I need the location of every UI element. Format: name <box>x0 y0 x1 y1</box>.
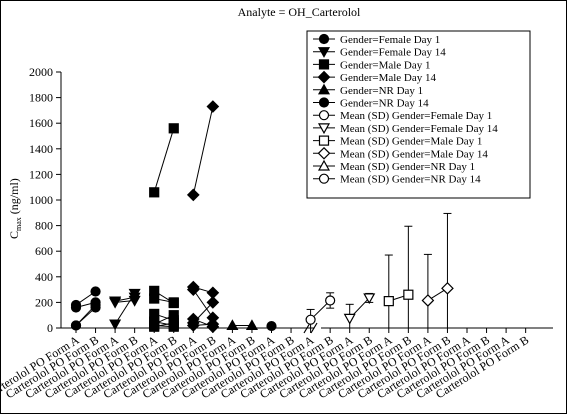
y-tick-label: 400 <box>35 270 53 284</box>
mean-point <box>325 295 336 306</box>
legend-label: Mean (SD) Gender=Male Day 1 <box>340 136 482 148</box>
data-point <box>149 319 160 330</box>
data-point <box>168 297 179 308</box>
mean-point <box>305 314 316 325</box>
y-tick-label: 0 <box>47 321 53 335</box>
y-tick-label: 1000 <box>29 193 53 207</box>
data-point <box>168 123 179 134</box>
legend-marker <box>317 83 331 95</box>
mean-point <box>421 294 435 307</box>
data-point <box>226 319 239 331</box>
legend-label: Gender=NR Day 14 <box>340 98 429 110</box>
chart-title: Analyte = OH_Carterolol <box>238 5 361 19</box>
y-tick-label: 1600 <box>29 116 53 130</box>
legend-label: Mean (SD) Gender=NR Day 14 <box>340 174 481 186</box>
data-point <box>70 299 82 311</box>
data-point <box>245 319 258 331</box>
mean-point <box>363 293 376 305</box>
data-point <box>109 319 122 331</box>
y-tick-label: 1400 <box>29 142 53 156</box>
data-point <box>186 283 200 296</box>
subject-line <box>153 128 175 193</box>
data-point <box>206 320 220 334</box>
legend-marker <box>318 33 330 45</box>
legend-label: Mean (SD) Gender=Female Day 14 <box>340 123 498 135</box>
y-tick-label: 2000 <box>29 65 53 79</box>
data-point <box>266 320 277 332</box>
y-ticks: 0 200 400 600 800 1000 1200 1400 1600 1800 2000 <box>29 65 61 335</box>
data-point <box>70 320 82 331</box>
data-point <box>206 100 220 113</box>
data-point <box>186 319 200 332</box>
data-point <box>128 292 141 304</box>
legend-marker <box>318 97 330 108</box>
y-tick-label: 1200 <box>29 167 53 181</box>
legend-label: Gender=Female Day 1 <box>340 34 440 46</box>
mean-lines <box>305 212 454 329</box>
mean-point <box>383 296 394 307</box>
legend-marker <box>317 47 331 58</box>
subject-line <box>192 289 214 319</box>
data-point <box>90 299 101 311</box>
legend-label: Mean (SD) Gender=Male Day 14 <box>340 148 488 160</box>
data-point <box>168 310 179 321</box>
data-point <box>149 187 160 198</box>
legend-box <box>306 30 531 199</box>
data-point <box>149 293 160 304</box>
legend-marker <box>318 110 330 121</box>
data-point <box>186 312 200 326</box>
legend-label: Gender=Female Day 14 <box>340 47 446 59</box>
y-tick-label: 600 <box>35 244 53 258</box>
data-point <box>186 188 200 202</box>
legend-marker <box>317 70 331 84</box>
y-tick-label: 1800 <box>29 91 53 105</box>
subject-line <box>192 106 214 195</box>
legend-marker <box>317 159 331 171</box>
y-axis-label: Cmax (ng/ml) <box>7 178 23 239</box>
data-point <box>109 296 122 308</box>
legend-marker <box>317 123 331 135</box>
mean-point <box>343 313 356 325</box>
individual-lines <box>70 100 277 334</box>
y-tick-label: 200 <box>35 295 53 309</box>
legend-marker <box>318 173 330 184</box>
legend-marker <box>318 135 330 146</box>
mean-point <box>403 289 414 300</box>
legend-label: Mean (SD) Gender=Female Day 1 <box>340 110 492 122</box>
mean-point <box>441 281 454 295</box>
legend-label: Mean (SD) Gender=NR Day 1 <box>340 161 475 173</box>
legend-marker <box>318 59 330 70</box>
data-point <box>90 286 101 297</box>
data-point <box>206 296 220 309</box>
legend-label: Gender=Male Day 14 <box>340 72 437 84</box>
legend-label: Gender=NR Day 1 <box>340 85 423 97</box>
y-tick-label: 800 <box>35 219 53 233</box>
legend-marker <box>317 146 331 160</box>
legend-label: Gender=Male Day 1 <box>340 59 431 71</box>
subject-line <box>114 293 136 325</box>
